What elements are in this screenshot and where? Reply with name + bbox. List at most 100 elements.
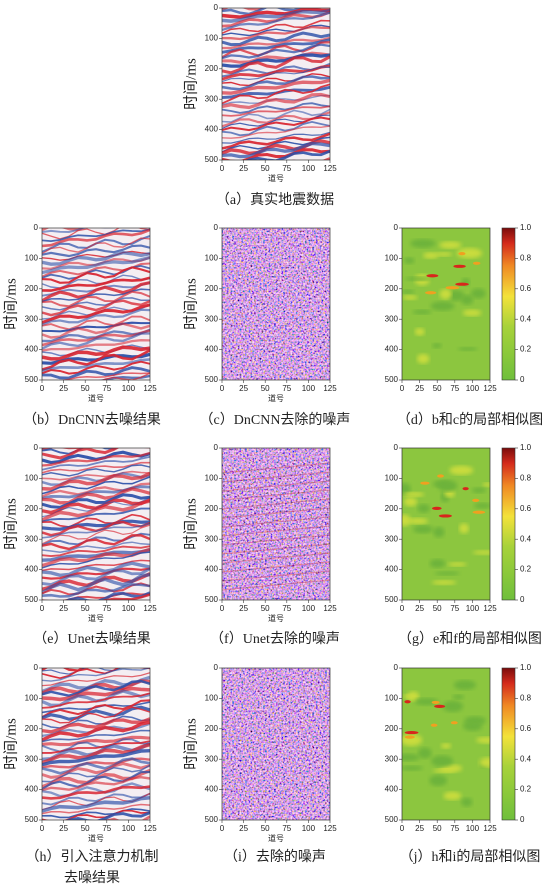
texture [42,455,150,471]
texture [222,120,330,137]
texture [470,288,486,299]
texture [222,78,330,95]
x-tick-label: 125 [323,604,337,613]
texture [447,290,465,302]
y-tick-label: 200 [25,724,39,733]
texture [413,525,434,534]
x-tick-label: 75 [450,604,459,613]
image-noise [222,448,330,600]
x-tick-label: 25 [239,384,248,393]
x-tick-label: 75 [102,604,111,613]
texture [402,289,415,294]
texture [42,244,150,258]
image [42,448,150,600]
texture [447,562,467,567]
x-tick-label: 0 [40,604,45,613]
x-axis-label: 道号 [268,173,284,183]
texture [42,757,150,775]
texture [222,525,330,537]
y-tick-label: 0 [214,223,219,232]
texture [42,513,150,528]
y-tick-label: 500 [385,375,399,384]
x-axis-label: 道号 [88,393,104,403]
texture [476,736,490,744]
y-axis-label: 时间/ms [2,498,19,550]
texture [222,66,330,83]
texture [407,517,429,525]
x-tick-label: 25 [239,164,248,173]
y-axis-label: 时间/ms [182,718,199,770]
texture [222,561,330,573]
texture [222,462,330,474]
texture [431,700,440,705]
y-tick-label: 400 [25,565,39,574]
x-tick-label: 0 [400,824,405,833]
x-tick-label: 100 [302,384,316,393]
texture [42,237,150,255]
texture [429,774,448,787]
y-tick-label: 200 [205,64,219,73]
caption: （e）Unet去噪结果 [33,631,150,647]
texture [222,534,330,546]
texture [461,797,473,807]
texture [42,451,150,467]
texture [222,579,330,591]
texture [42,308,150,327]
texture [222,132,330,150]
texture [423,252,439,259]
x-tick-label: 75 [450,384,459,393]
texture [222,55,330,75]
x-tick-label: 100 [466,384,480,393]
colorbar-tick-label: 0 [520,375,525,384]
texture [42,668,150,682]
caption: （g）e和f的局部相似图 [398,631,542,647]
colorbar-tick-label: 0.2 [520,345,532,354]
texture [42,507,150,523]
texture [452,694,465,700]
texture [405,276,432,281]
texture [42,303,150,325]
image [402,228,490,380]
texture [42,572,150,595]
texture [42,795,150,813]
texture [472,261,481,265]
x-tick-label: 50 [81,604,90,613]
texture [42,522,150,539]
texture [471,487,487,494]
y-tick-label: 100 [385,254,399,263]
caption: 去噪结果 [64,870,120,886]
x-tick-label: 50 [81,824,90,833]
texture [426,274,439,278]
y-tick-label: 0 [394,443,399,452]
texture [42,717,150,734]
y-tick-label: 400 [385,345,399,354]
texture [222,64,330,81]
x-tick-label: 0 [220,164,225,173]
y-tick-label: 0 [394,223,399,232]
texture [222,570,330,582]
texture [458,252,466,256]
texture [42,228,150,248]
colorbar-tick-label: 0.2 [520,785,532,794]
texture [437,480,458,492]
x-tick-label: 125 [483,604,497,613]
texture [42,281,150,303]
y-tick-label: 500 [205,595,219,604]
texture [222,8,330,19]
texture [222,498,330,510]
texture [482,482,490,487]
x-tick-label: 0 [400,384,405,393]
texture [222,73,330,87]
texture [222,83,330,105]
texture [42,742,150,765]
texture [42,775,150,792]
x-tick-label: 75 [450,824,459,833]
texture [42,339,150,352]
texture [459,523,469,534]
texture [42,214,150,226]
y-tick-label: 200 [385,724,399,733]
y-tick-label: 100 [205,34,219,43]
texture [222,507,330,519]
texture [403,492,425,497]
